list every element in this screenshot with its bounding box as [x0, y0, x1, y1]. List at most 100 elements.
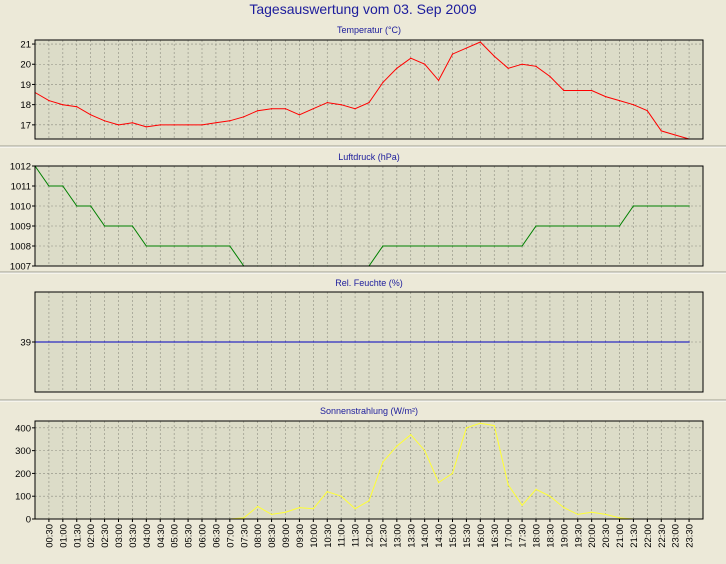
data-point: [577, 341, 579, 343]
x-tick-label: 07:00: [225, 524, 236, 548]
data-point: [521, 63, 523, 65]
data-point: [117, 341, 120, 343]
y-tick-label: 1011: [11, 182, 31, 193]
data-point: [229, 245, 231, 247]
data-point: [368, 500, 370, 502]
data-point: [382, 341, 384, 343]
data-point: [451, 472, 454, 475]
data-point: [410, 245, 412, 247]
data-point: [563, 341, 565, 343]
data-point: [159, 124, 161, 126]
data-point: [62, 341, 64, 343]
y-tick-label: 20: [20, 60, 31, 71]
data-point: [270, 341, 273, 343]
data-point: [549, 75, 551, 77]
data-point: [521, 341, 523, 343]
data-point: [243, 517, 245, 519]
data-point: [145, 341, 147, 343]
data-point: [48, 341, 50, 343]
data-point: [451, 245, 454, 247]
x-tick-label: 15:00: [448, 524, 459, 548]
x-tick-label: 04:00: [142, 524, 153, 548]
x-tick-label: 09:30: [295, 524, 306, 548]
data-point: [618, 341, 621, 343]
data-point: [76, 205, 78, 207]
y-tick-label: 100: [15, 492, 31, 503]
x-tick-label: 01:30: [72, 524, 83, 548]
data-point: [103, 120, 106, 122]
data-point: [465, 47, 468, 49]
series-line: [34, 41, 690, 140]
data-point: [131, 225, 134, 227]
y-tick-label: 0: [26, 515, 31, 526]
x-tick-label: 07:30: [239, 524, 250, 548]
data-point: [340, 104, 342, 106]
data-point: [215, 341, 217, 343]
x-tick-label: 10:30: [323, 524, 334, 548]
x-tick-label: 22:00: [643, 524, 654, 548]
data-point: [493, 424, 495, 427]
x-tick-label: 14:30: [434, 524, 445, 548]
data-point: [284, 341, 287, 343]
data-point: [62, 185, 64, 187]
y-tick-label: 1008: [10, 242, 31, 253]
data-point: [257, 110, 259, 112]
data-point: [660, 205, 662, 207]
humidity-panel: Rel. Feuchte (%) 39: [20, 278, 704, 393]
chart-title: Sonnenstrahlung (W/m²): [320, 406, 418, 416]
x-tick-label: 12:30: [378, 524, 389, 548]
x-tick-label: 20:30: [601, 524, 612, 548]
data-point: [76, 341, 78, 343]
data-point: [451, 341, 454, 343]
data-point: [173, 341, 175, 343]
data-point: [424, 450, 426, 452]
x-tick-label: 21:30: [629, 524, 640, 548]
data-point: [451, 53, 454, 55]
x-tick-label: 22:30: [657, 524, 668, 548]
data-point: [465, 341, 468, 343]
x-tick-label: 15:30: [462, 524, 473, 548]
y-tick-label: 18: [20, 100, 31, 111]
data-point: [674, 134, 676, 136]
plot-frame: [34, 291, 704, 393]
x-tick-label: 19:00: [559, 524, 570, 548]
data-point: [577, 513, 579, 516]
data-point: [396, 67, 398, 69]
data-point: [312, 508, 314, 510]
data-point: [396, 341, 398, 343]
x-tick-label: 21:00: [615, 524, 626, 548]
data-point: [591, 89, 593, 92]
data-point: [215, 245, 217, 247]
data-point: [396, 445, 398, 447]
data-point: [437, 245, 440, 247]
data-point: [215, 122, 217, 124]
data-point: [382, 461, 384, 463]
data-point: [48, 100, 50, 102]
x-tick-label: 13:30: [406, 524, 417, 548]
data-point: [354, 108, 356, 110]
data-point: [507, 245, 509, 247]
chart-title: Luftdruck (hPa): [338, 152, 400, 162]
y-tick-label: 1012: [10, 162, 31, 173]
y-tick-label: 1010: [10, 202, 31, 213]
data-point: [521, 245, 523, 247]
data-point: [493, 55, 495, 57]
data-point: [618, 100, 621, 102]
data-point: [326, 491, 328, 493]
x-tick-label: 23:00: [671, 524, 682, 548]
data-point: [243, 116, 245, 118]
x-tick-label: 20:00: [587, 524, 598, 548]
data-point: [507, 484, 509, 486]
data-point: [382, 245, 384, 247]
data-point: [340, 341, 342, 343]
x-tick-label: 10:00: [309, 524, 320, 548]
x-tick-label: 05:00: [170, 524, 181, 548]
data-point: [90, 114, 92, 116]
data-point: [396, 245, 398, 247]
y-tick-label: 300: [15, 446, 31, 457]
data-point: [298, 114, 301, 116]
data-point: [632, 341, 635, 343]
data-point: [131, 122, 134, 124]
data-point: [62, 104, 64, 106]
data-point: [465, 427, 468, 429]
